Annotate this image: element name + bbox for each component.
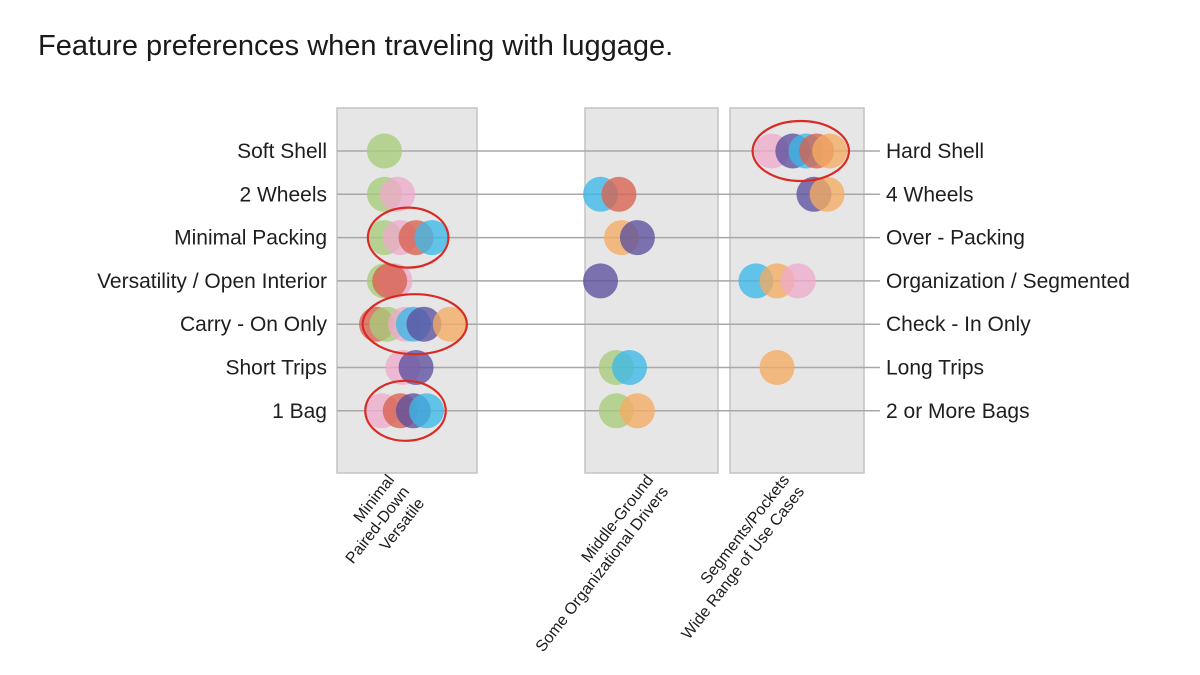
data-point-purple bbox=[583, 263, 618, 299]
group-label-1: MinimalPaired-DownVersatile bbox=[328, 472, 428, 579]
highlight-ring bbox=[361, 293, 468, 356]
row-label-left: Soft Shell bbox=[237, 140, 327, 163]
row-labels: Soft Shell Hard Shell 2 Wheels 4 Wheels Mini… bbox=[97, 140, 1130, 423]
data-point-green bbox=[366, 133, 402, 169]
data-points bbox=[359, 133, 848, 429]
data-point-orange bbox=[619, 393, 655, 429]
group-label-2: Middle-GroundSome Organizational Drivers bbox=[518, 472, 672, 655]
group-label-line: Wide Range of Use Cases bbox=[679, 484, 808, 643]
chart-title: Feature preferences when traveling with … bbox=[38, 30, 674, 62]
row-label-right: Organization / Segmented bbox=[886, 270, 1130, 293]
row-label-right: Hard Shell bbox=[886, 140, 984, 163]
row-label-left: Carry - On Only bbox=[180, 313, 328, 336]
row-label-left: 2 Wheels bbox=[239, 183, 327, 206]
group-labels: MinimalPaired-DownVersatile Middle-Ground… bbox=[328, 472, 808, 655]
data-point-red bbox=[601, 176, 637, 212]
highlight-ring bbox=[364, 379, 447, 442]
highlight-rings bbox=[361, 119, 851, 442]
row-label-right: Long Trips bbox=[886, 357, 984, 380]
row-label-left: Versatility / Open Interior bbox=[97, 270, 327, 293]
row-label-right: 4 Wheels bbox=[886, 183, 974, 206]
group-label-line: Some Organizational Drivers bbox=[533, 484, 672, 656]
data-point-purple bbox=[619, 220, 655, 256]
row-label-right: Check - In Only bbox=[886, 313, 1031, 336]
data-point-red bbox=[372, 263, 408, 299]
data-point-orange bbox=[809, 176, 845, 212]
group-label-3: Segments/PocketsWide Range of Use Cases bbox=[664, 472, 808, 643]
highlight-ring bbox=[751, 119, 851, 183]
row-label-right: 2 or More Bags bbox=[886, 400, 1030, 423]
data-point-blue bbox=[414, 220, 450, 256]
data-point-orange bbox=[812, 133, 848, 169]
row-label-left: 1 Bag bbox=[272, 400, 327, 423]
data-point-pink bbox=[380, 176, 416, 212]
data-point-purple bbox=[406, 306, 442, 342]
data-point-orange bbox=[432, 306, 468, 342]
data-point-blue bbox=[611, 350, 647, 385]
data-point-pink bbox=[780, 263, 816, 299]
row-label-left: Short Trips bbox=[225, 357, 327, 380]
highlight-ring bbox=[366, 206, 450, 269]
data-point-blue bbox=[409, 393, 445, 429]
row-label-left: Minimal Packing bbox=[174, 227, 327, 250]
data-point-purple bbox=[398, 350, 434, 385]
data-point-orange bbox=[759, 350, 795, 385]
row-label-right: Over - Packing bbox=[886, 227, 1025, 250]
